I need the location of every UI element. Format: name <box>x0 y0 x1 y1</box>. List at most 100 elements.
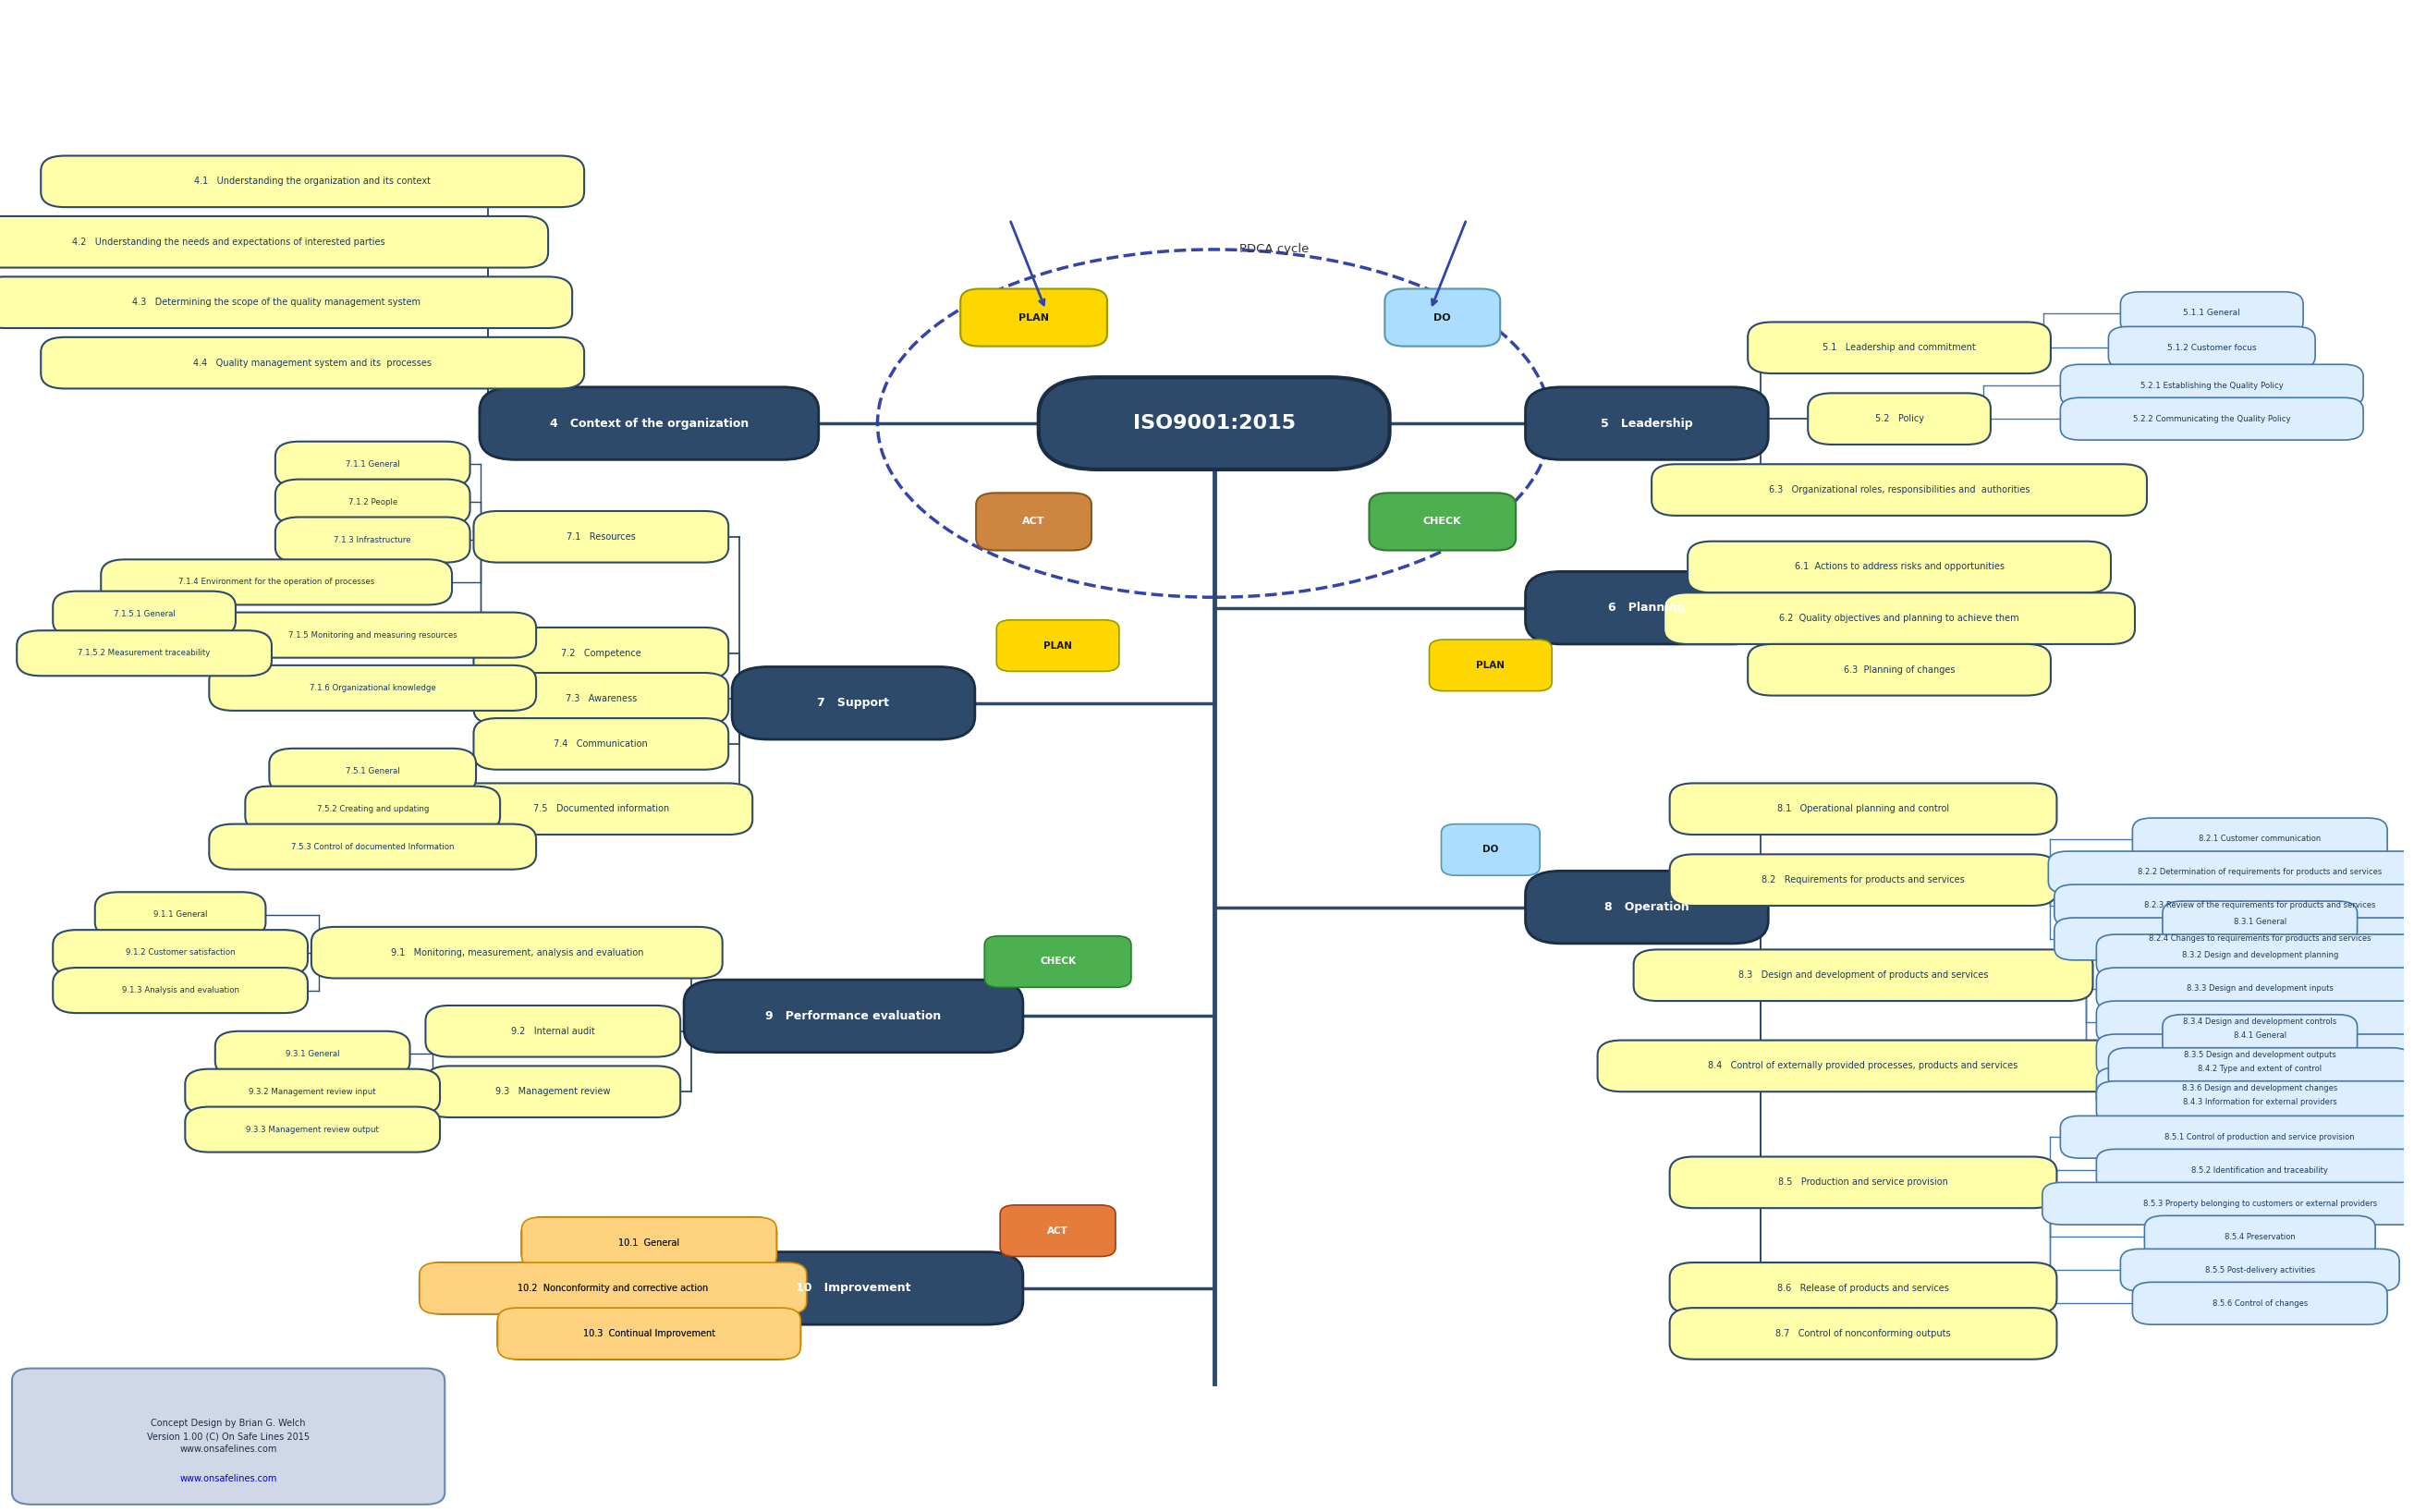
Text: 8.3.3 Design and development inputs: 8.3.3 Design and development inputs <box>2187 984 2334 993</box>
FancyBboxPatch shape <box>94 892 266 937</box>
FancyBboxPatch shape <box>2095 1081 2414 1123</box>
FancyBboxPatch shape <box>2095 1149 2414 1191</box>
FancyBboxPatch shape <box>480 387 818 460</box>
Text: 6   Planning: 6 Planning <box>1608 602 1685 614</box>
FancyBboxPatch shape <box>473 511 729 562</box>
FancyBboxPatch shape <box>270 748 476 794</box>
Text: 8.7   Control of nonconforming outputs: 8.7 Control of nonconforming outputs <box>1777 1329 1951 1338</box>
Text: 7.2   Competence: 7.2 Competence <box>560 649 642 658</box>
Text: 7.5.2 Creating and updating: 7.5.2 Creating and updating <box>316 804 430 813</box>
Text: 7.1.3 Infrastructure: 7.1.3 Infrastructure <box>333 535 410 544</box>
FancyBboxPatch shape <box>425 1066 681 1117</box>
Text: 8   Operation: 8 Operation <box>1605 901 1690 913</box>
FancyBboxPatch shape <box>186 1107 439 1152</box>
FancyBboxPatch shape <box>1670 783 2057 835</box>
Text: 8.3.1 General: 8.3.1 General <box>2233 918 2286 927</box>
FancyBboxPatch shape <box>961 289 1108 346</box>
FancyBboxPatch shape <box>2042 1182 2414 1225</box>
Text: ACT: ACT <box>1048 1226 1069 1235</box>
Text: 8.5.6 Control of changes: 8.5.6 Control of changes <box>2211 1299 2308 1308</box>
FancyBboxPatch shape <box>497 1308 801 1359</box>
FancyBboxPatch shape <box>2163 1015 2356 1057</box>
FancyBboxPatch shape <box>2054 885 2414 927</box>
Text: 8.3.4 Design and development controls: 8.3.4 Design and development controls <box>2182 1018 2337 1027</box>
Text: 9.3.1 General: 9.3.1 General <box>285 1049 340 1058</box>
Text: 10.1  General: 10.1 General <box>618 1238 681 1247</box>
FancyBboxPatch shape <box>521 1217 777 1269</box>
Text: 4   Context of the organization: 4 Context of the organization <box>550 417 748 429</box>
FancyBboxPatch shape <box>1670 1157 2057 1208</box>
FancyBboxPatch shape <box>275 442 471 487</box>
Text: 7.1.4 Environment for the operation of processes: 7.1.4 Environment for the operation of p… <box>179 578 374 587</box>
FancyBboxPatch shape <box>1441 824 1540 875</box>
Text: 9.1.2 Customer satisfaction: 9.1.2 Customer satisfaction <box>126 948 234 957</box>
FancyBboxPatch shape <box>2062 364 2363 407</box>
Text: PLAN: PLAN <box>1477 661 1504 670</box>
FancyBboxPatch shape <box>731 667 975 739</box>
FancyBboxPatch shape <box>2095 968 2414 1010</box>
FancyBboxPatch shape <box>683 980 1024 1052</box>
FancyBboxPatch shape <box>1670 1263 2057 1314</box>
Text: PLAN: PLAN <box>1019 313 1050 322</box>
FancyBboxPatch shape <box>2132 818 2387 860</box>
FancyBboxPatch shape <box>246 786 500 832</box>
Text: 8.3.5 Design and development outputs: 8.3.5 Design and development outputs <box>2185 1051 2337 1060</box>
Text: Concept Design by Brian G. Welch
Version 1.00 (C) On Safe Lines 2015
www.onsafel: Concept Design by Brian G. Welch Version… <box>147 1418 309 1455</box>
FancyBboxPatch shape <box>425 1005 681 1057</box>
Text: 7.1.1 General: 7.1.1 General <box>345 460 401 469</box>
Text: 8.1   Operational planning and control: 8.1 Operational planning and control <box>1777 804 1948 813</box>
FancyBboxPatch shape <box>2062 1116 2414 1158</box>
FancyBboxPatch shape <box>1748 322 2052 373</box>
FancyBboxPatch shape <box>53 930 307 975</box>
FancyBboxPatch shape <box>2095 1001 2414 1043</box>
FancyBboxPatch shape <box>2095 1034 2414 1077</box>
FancyBboxPatch shape <box>2163 901 2356 943</box>
Text: 7.5.3 Control of documented Information: 7.5.3 Control of documented Information <box>292 842 454 851</box>
FancyBboxPatch shape <box>1748 644 2052 696</box>
FancyBboxPatch shape <box>1598 1040 2129 1092</box>
FancyBboxPatch shape <box>1670 1308 2057 1359</box>
Text: 10.2  Nonconformity and corrective action: 10.2 Nonconformity and corrective action <box>517 1284 707 1293</box>
FancyBboxPatch shape <box>275 517 471 562</box>
FancyBboxPatch shape <box>997 620 1120 671</box>
Text: 5.1   Leadership and commitment: 5.1 Leadership and commitment <box>1823 343 1977 352</box>
FancyBboxPatch shape <box>41 337 584 389</box>
Text: 8.5.2 Identification and traceability: 8.5.2 Identification and traceability <box>2192 1166 2327 1175</box>
Text: DO: DO <box>1434 313 1451 322</box>
Text: 7.5   Documented information: 7.5 Documented information <box>533 804 669 813</box>
FancyBboxPatch shape <box>449 783 753 835</box>
FancyBboxPatch shape <box>0 277 572 328</box>
Text: 4.3   Determining the scope of the quality management system: 4.3 Determining the scope of the quality… <box>133 298 420 307</box>
FancyBboxPatch shape <box>41 156 584 207</box>
Text: 9.1.1 General: 9.1.1 General <box>152 910 208 919</box>
Text: 7.1.6 Organizational knowledge: 7.1.6 Organizational knowledge <box>309 683 437 692</box>
FancyBboxPatch shape <box>1429 640 1552 691</box>
Text: 9   Performance evaluation: 9 Performance evaluation <box>765 1010 941 1022</box>
Text: 9.1   Monitoring, measurement, analysis and evaluation: 9.1 Monitoring, measurement, analysis an… <box>391 948 642 957</box>
FancyBboxPatch shape <box>1808 393 1992 445</box>
Text: 5.1.2 Customer focus: 5.1.2 Customer focus <box>2168 343 2257 352</box>
FancyBboxPatch shape <box>1670 854 2057 906</box>
Text: 9.1.3 Analysis and evaluation: 9.1.3 Analysis and evaluation <box>121 986 239 995</box>
FancyBboxPatch shape <box>1526 871 1767 943</box>
Text: PDCA cycle: PDCA cycle <box>1238 243 1308 256</box>
Text: 4.2   Understanding the needs and expectations of interested parties: 4.2 Understanding the needs and expectat… <box>72 237 384 246</box>
Text: 10.1  General: 10.1 General <box>618 1238 681 1247</box>
Text: 8.4.3 Information for external providers: 8.4.3 Information for external providers <box>2182 1098 2337 1107</box>
FancyBboxPatch shape <box>275 479 471 525</box>
FancyBboxPatch shape <box>2132 1282 2387 1325</box>
Text: 5.2   Policy: 5.2 Policy <box>1876 414 1924 423</box>
Text: 10.3  Continual Improvement: 10.3 Continual Improvement <box>582 1329 715 1338</box>
FancyBboxPatch shape <box>1526 572 1767 644</box>
FancyBboxPatch shape <box>2107 1048 2412 1090</box>
Text: 10.3  Continual Improvement: 10.3 Continual Improvement <box>582 1329 715 1338</box>
FancyBboxPatch shape <box>1386 289 1499 346</box>
Text: 7.1   Resources: 7.1 Resources <box>567 532 635 541</box>
Text: 8.2.1 Customer communication: 8.2.1 Customer communication <box>2199 835 2320 844</box>
FancyBboxPatch shape <box>473 627 729 679</box>
FancyBboxPatch shape <box>999 1205 1115 1256</box>
Text: 8.3   Design and development of products and services: 8.3 Design and development of products a… <box>1738 971 1989 980</box>
Text: 7.1.5.1 General: 7.1.5.1 General <box>113 609 176 618</box>
FancyBboxPatch shape <box>53 968 307 1013</box>
Text: 6.1  Actions to address risks and opportunities: 6.1 Actions to address risks and opportu… <box>1794 562 2004 572</box>
